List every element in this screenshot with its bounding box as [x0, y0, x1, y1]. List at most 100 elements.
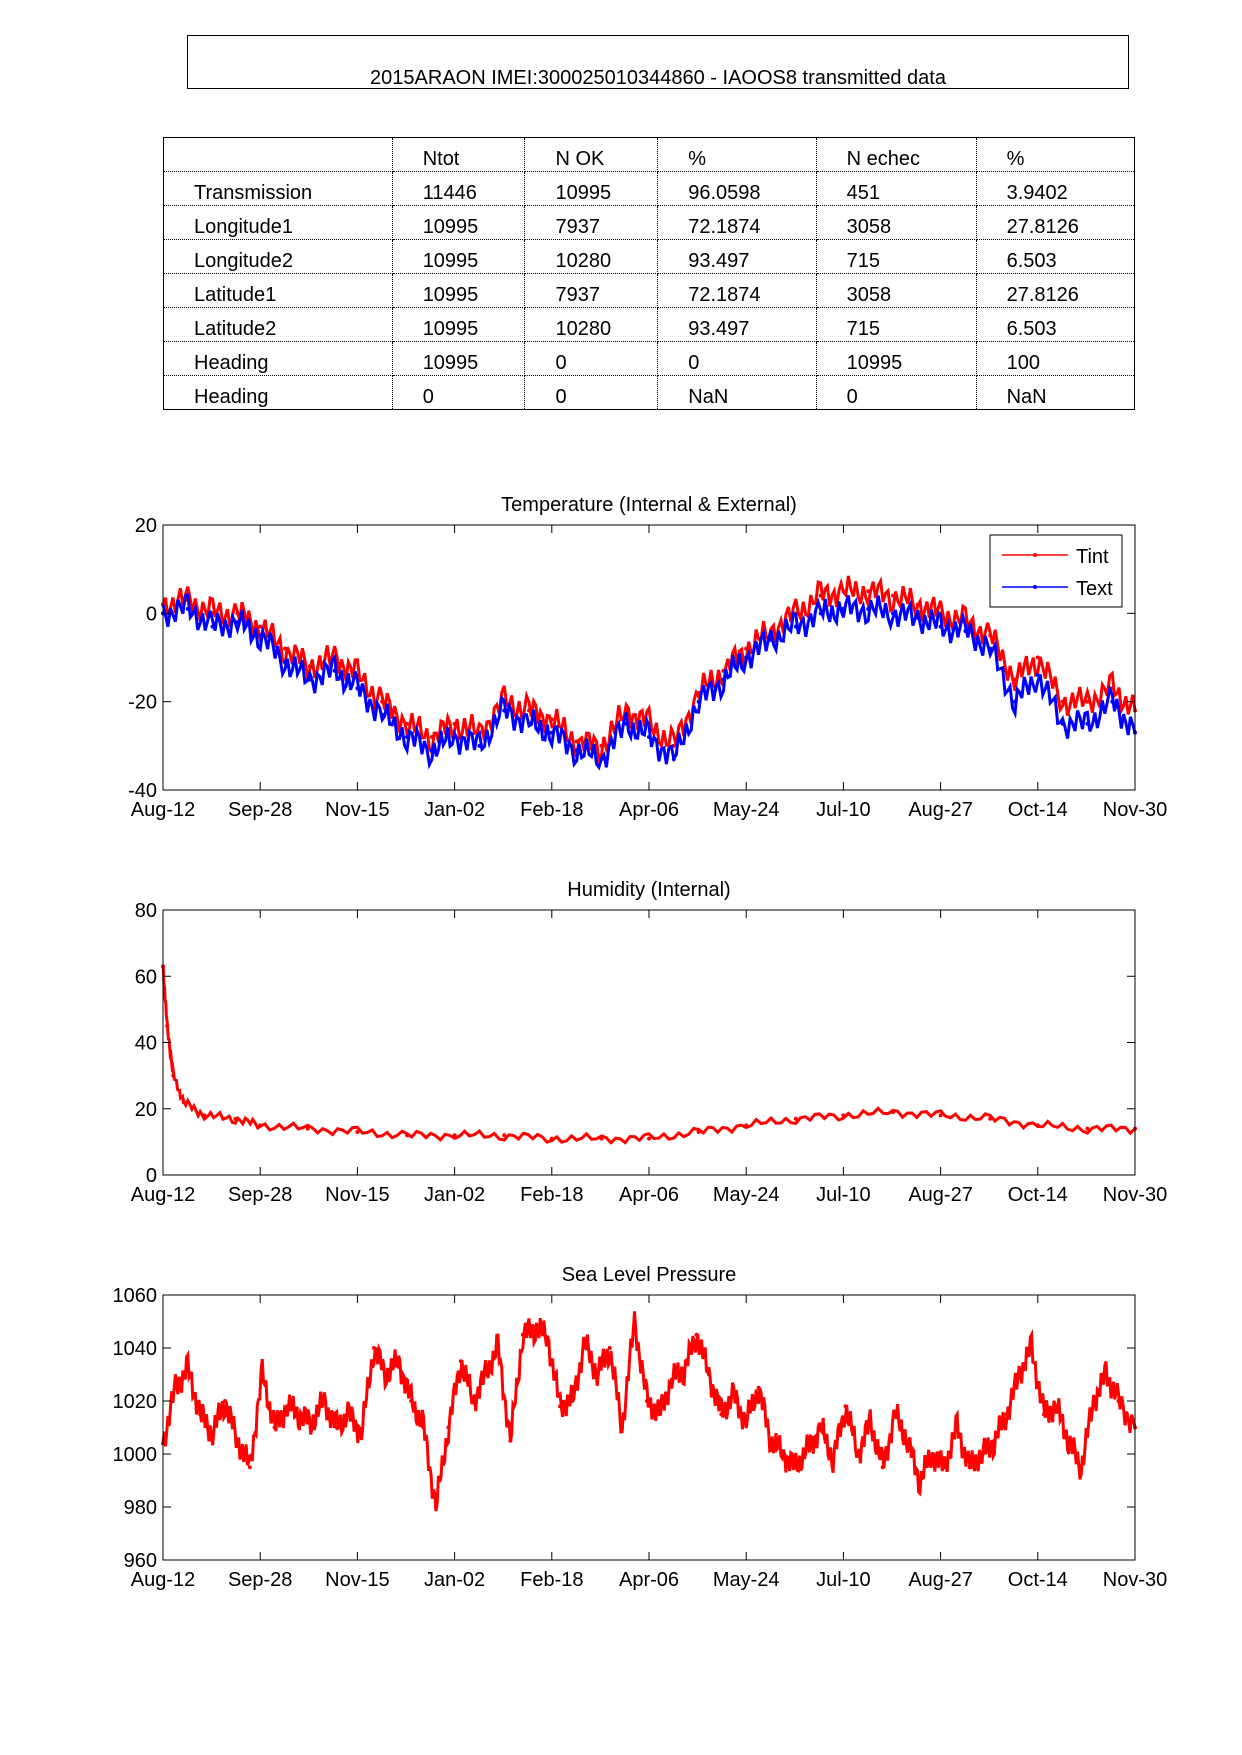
- data-point: [502, 708, 507, 713]
- x-tick-label: Aug-27: [908, 1184, 973, 1206]
- x-tick-label: Oct-14: [1008, 799, 1068, 821]
- data-point: [429, 735, 434, 739]
- table-row: Longitude2 10995 10280 93.497 715 6.503: [163, 239, 1135, 274]
- table-cell: 100: [976, 341, 1135, 376]
- data-point: [307, 677, 312, 682]
- data-point: [769, 1438, 774, 1443]
- column-header: Ntot: [392, 137, 526, 172]
- data-point: [181, 1100, 186, 1105]
- data-point: [979, 1452, 984, 1456]
- data-point: [1085, 721, 1090, 726]
- data-point: [483, 1372, 488, 1377]
- table-cell: 0: [657, 341, 817, 376]
- data-point: [955, 1425, 960, 1430]
- data-point: [942, 1465, 947, 1470]
- x-tick-label: May-24: [713, 1569, 780, 1591]
- data-point: [647, 735, 651, 739]
- data-point: [549, 730, 554, 735]
- data-point: [502, 1133, 507, 1138]
- data-point: [891, 611, 896, 616]
- data-point: [322, 1399, 327, 1403]
- row-label: Transmission: [163, 171, 393, 206]
- data-point: [793, 624, 798, 629]
- data-point: [905, 1438, 910, 1443]
- data-point: [744, 1420, 749, 1425]
- table-cell: 6.503: [976, 239, 1135, 274]
- data-point: [793, 1465, 798, 1470]
- chart-title: Humidity (Internal): [567, 879, 730, 901]
- page-title: 2015ARAON IMEI:300025010344860 - IAOOS8 …: [370, 67, 946, 89]
- data-point: [371, 1346, 376, 1350]
- x-tick-label: Aug-27: [908, 1569, 973, 1591]
- data-point: [657, 1412, 662, 1417]
- data-point: [694, 1332, 699, 1337]
- data-point: [380, 712, 385, 717]
- y-tick-label: 80: [135, 900, 157, 922]
- table-cell: 7937: [524, 273, 659, 308]
- data-point: [806, 1446, 811, 1451]
- data-point: [309, 1420, 314, 1425]
- table-cell: 93.497: [657, 307, 817, 342]
- data-point: [1004, 1412, 1009, 1417]
- legend-label: Text: [1076, 578, 1113, 600]
- data-point: [380, 699, 385, 704]
- data-point: [891, 593, 896, 598]
- data-point: [818, 611, 823, 616]
- table-cell: 96.0598: [657, 171, 817, 206]
- data-point: [599, 1136, 604, 1141]
- data-point: [198, 1412, 203, 1417]
- data-point: [1017, 1372, 1022, 1377]
- data-point: [1085, 1126, 1090, 1131]
- data-point: [508, 1438, 513, 1443]
- data-point: [938, 624, 943, 629]
- data-point: [938, 1113, 943, 1118]
- data-point: [527, 721, 532, 726]
- data-point: [1060, 721, 1065, 726]
- data-point: [1079, 1465, 1084, 1470]
- x-tick-label: Jul-10: [816, 1569, 870, 1591]
- data-point: [570, 1399, 575, 1403]
- table-cell: 3058: [816, 205, 977, 240]
- table-cell: 10995: [392, 341, 526, 376]
- data-point: [223, 1399, 228, 1403]
- table-row: Heading 10995 0 0 10995 100: [163, 341, 1135, 376]
- data-point: [283, 659, 288, 664]
- data-point: [721, 677, 726, 682]
- x-tick-label: Sep-28: [228, 1569, 293, 1591]
- data-point: [855, 1452, 860, 1456]
- table-cell: 10995: [816, 341, 977, 376]
- data-point: [210, 624, 215, 629]
- data-point: [671, 757, 676, 762]
- data-point: [549, 1136, 554, 1141]
- data-point: [210, 1430, 215, 1435]
- data-point: [171, 1073, 176, 1078]
- table-cell: 27.8126: [976, 205, 1135, 240]
- y-tick-label: 960: [124, 1550, 157, 1572]
- data-point: [409, 1399, 414, 1403]
- data-point: [307, 664, 312, 669]
- data-point: [258, 624, 263, 629]
- legend-label: Tint: [1076, 546, 1109, 568]
- data-point: [930, 1452, 935, 1456]
- y-tick-label: 1020: [113, 1391, 158, 1413]
- table-row: Latitude2 10995 10280 93.497 715 6.503: [163, 307, 1135, 342]
- data-point: [359, 1430, 364, 1435]
- y-tick-label: 980: [124, 1497, 157, 1519]
- data-point: [297, 1412, 302, 1417]
- data-point: [988, 633, 993, 638]
- data-point: [233, 1116, 238, 1121]
- data-point: [1035, 655, 1040, 660]
- table-cell: 10995: [392, 239, 526, 274]
- data-point: [818, 593, 823, 598]
- table-cell: 6.503: [976, 307, 1135, 342]
- y-tick-label: -20: [128, 692, 157, 714]
- data-point: [595, 1372, 600, 1377]
- x-tick-label: Nov-15: [325, 799, 389, 821]
- x-tick-label: Feb-18: [520, 799, 583, 821]
- data-point: [644, 1399, 649, 1403]
- x-tick-label: Nov-15: [325, 1184, 389, 1206]
- table-cell: 10280: [524, 307, 659, 342]
- data-point: [347, 1412, 352, 1417]
- table-row: Transmission 11446 10995 96.0598 451 3.9402: [163, 171, 1135, 206]
